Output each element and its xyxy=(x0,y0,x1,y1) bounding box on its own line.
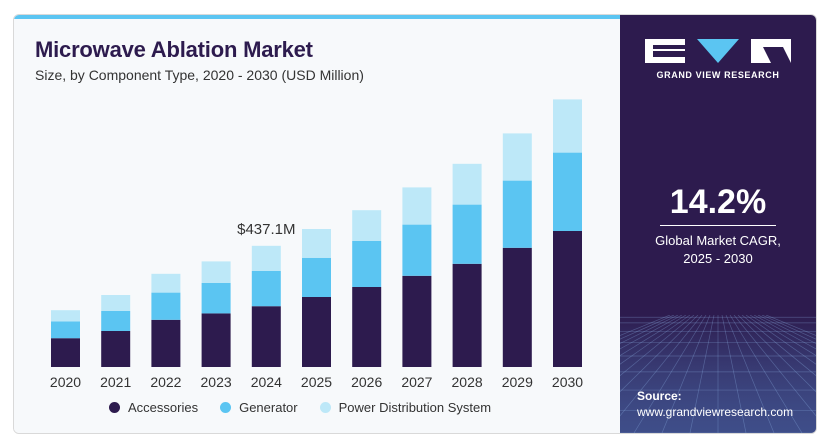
brand-panel: GRAND VIEW RESEARCH 14.2% Global Market … xyxy=(620,15,816,433)
bar-segment-power-distribution-system-2029 xyxy=(502,133,532,181)
grid-line xyxy=(620,315,699,393)
cagr-label-line2: 2025 - 2030 xyxy=(683,251,753,266)
bar-segment-power-distribution-system-2020 xyxy=(51,310,80,322)
chart-title: Microwave Ablation Market xyxy=(35,37,313,62)
legend-swatch xyxy=(109,402,120,413)
bar-segment-generator-2021 xyxy=(101,311,131,331)
cagr-value: 14.2% xyxy=(669,183,767,221)
bar-segment-power-distribution-system-2022 xyxy=(151,273,181,293)
x-tick-label-2021: 2021 xyxy=(100,374,131,390)
bar-segment-accessories-2021 xyxy=(101,331,131,367)
x-tick-label-2024: 2024 xyxy=(251,374,282,390)
grid-line xyxy=(620,315,687,356)
bar-segment-power-distribution-system-2026 xyxy=(352,210,382,241)
gvr-logo-icon xyxy=(645,39,791,63)
bar-segment-generator-2028 xyxy=(452,204,482,264)
bar-segment-generator-2023 xyxy=(201,283,231,314)
grid-line xyxy=(737,315,816,393)
grid-floor-background xyxy=(620,315,816,433)
chart-subtitle: Size, by Component Type, 2020 - 2030 (US… xyxy=(35,67,364,83)
x-tick-label-2020: 2020 xyxy=(50,374,81,390)
bar-segment-power-distribution-system-2027 xyxy=(402,187,432,225)
legend-label: Generator xyxy=(239,400,298,415)
grid-line xyxy=(620,315,691,365)
x-tick-label-2030: 2030 xyxy=(552,374,583,390)
grid-line xyxy=(729,315,803,433)
bar-segment-accessories-2026 xyxy=(352,287,382,367)
bar-annotation-label: $437.1M xyxy=(237,221,295,238)
bar-segment-generator-2026 xyxy=(352,241,382,287)
bar-segment-accessories-2029 xyxy=(502,247,532,367)
bar-segment-power-distribution-system-2028 xyxy=(452,163,482,205)
x-tick-label-2025: 2025 xyxy=(301,374,332,390)
cagr-label-line1: Global Market CAGR, xyxy=(655,233,781,248)
legend-swatch xyxy=(319,402,331,413)
bar-segment-accessories-2023 xyxy=(201,313,231,367)
bar-segment-power-distribution-system-2023 xyxy=(201,261,231,283)
bar-segment-generator-2030 xyxy=(553,152,582,231)
grid-line xyxy=(620,315,679,344)
x-tick-label-2022: 2022 xyxy=(150,374,181,390)
bar-segment-generator-2024 xyxy=(251,271,281,307)
grid-line xyxy=(633,315,707,433)
x-tick-label-2027: 2027 xyxy=(401,374,432,390)
legend-item-generator: Generator xyxy=(220,400,298,415)
grid-line xyxy=(620,315,703,417)
bar-segment-accessories-2027 xyxy=(402,275,432,367)
bar-segment-generator-2022 xyxy=(151,292,181,320)
legend-label: Power Distribution System xyxy=(338,400,492,415)
bar-segment-accessories-2028 xyxy=(452,263,482,367)
bar-segment-power-distribution-system-2025 xyxy=(302,229,331,258)
grid-floor-decoration xyxy=(620,315,816,433)
source-url: www.grandviewresearch.com xyxy=(637,405,794,419)
stacked-bar-chart: 2020 2021 2022 2023 2024 $437.1M 2025 2026 2027 2… xyxy=(50,99,583,390)
grid-line xyxy=(733,315,816,417)
x-tick-label-2029: 2029 xyxy=(502,374,533,390)
bar-segment-accessories-2020 xyxy=(51,338,80,367)
grid-line xyxy=(757,315,816,344)
bar-segment-accessories-2024 xyxy=(251,306,281,367)
grid-line xyxy=(661,315,711,433)
cagr-divider xyxy=(660,225,776,226)
bar-segment-accessories-2025 xyxy=(302,297,331,367)
bar-segment-generator-2020 xyxy=(51,321,80,339)
bar-segment-power-distribution-system-2024 xyxy=(251,245,281,271)
x-tick-label-2023: 2023 xyxy=(201,374,232,390)
chart-legend: Accessories Generator Power Distribution S… xyxy=(109,400,491,415)
grid-line xyxy=(753,315,816,350)
brand-name: GRAND VIEW RESEARCH xyxy=(656,70,780,80)
chart-panel: Microwave Ablation Market Size, by Compo… xyxy=(14,15,620,433)
infographic-card: Microwave Ablation Market Size, by Compo… xyxy=(13,14,817,434)
x-tick-label-2026: 2026 xyxy=(351,374,382,390)
legend-label: Accessories xyxy=(128,400,199,415)
cagr-label: Global Market CAGR, 2025 - 2030 xyxy=(620,232,816,268)
bar-segment-power-distribution-system-2021 xyxy=(101,295,131,311)
bar-segment-generator-2027 xyxy=(402,224,432,276)
grid-line xyxy=(749,315,816,356)
legend-swatch xyxy=(220,402,232,413)
bar-segment-generator-2029 xyxy=(502,180,532,248)
grid-line xyxy=(620,315,683,350)
grid-line xyxy=(689,315,715,433)
bar-segment-accessories-2030 xyxy=(553,231,582,367)
grid-line xyxy=(620,315,695,377)
bar-segment-power-distribution-system-2030 xyxy=(553,99,582,153)
legend-item-power-distribution-system: Power Distribution System xyxy=(319,400,492,415)
legend-item-accessories: Accessories xyxy=(109,400,198,415)
grid-line xyxy=(745,315,816,365)
grid-line xyxy=(765,315,816,336)
grid-line xyxy=(721,315,747,433)
bar-segment-generator-2025 xyxy=(302,257,331,297)
accent-bar xyxy=(14,15,620,19)
source-label: Source: xyxy=(637,389,682,403)
grid-line xyxy=(620,315,675,340)
x-tick-label-2028: 2028 xyxy=(452,374,483,390)
grid-line xyxy=(761,315,816,340)
grid-line xyxy=(741,315,816,377)
grid-line xyxy=(620,315,671,336)
bar-segment-accessories-2022 xyxy=(151,319,181,367)
grid-line xyxy=(725,315,775,433)
